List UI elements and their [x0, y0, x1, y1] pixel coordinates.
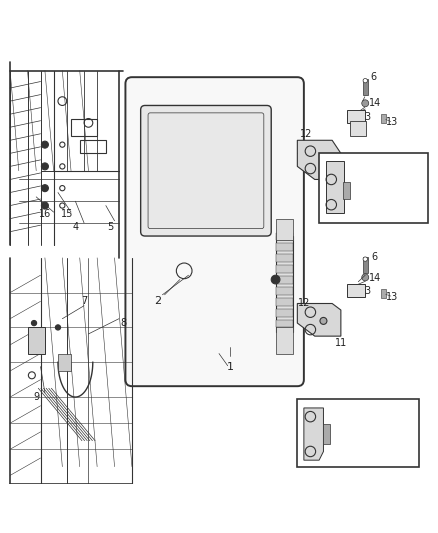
Text: 3: 3 [364, 286, 370, 296]
Bar [28, 327, 45, 353]
Text: 14: 14 [369, 273, 381, 283]
Bar [343, 182, 350, 199]
Bar [347, 284, 365, 297]
Bar [276, 327, 293, 353]
Bar [363, 79, 368, 94]
Circle shape [42, 202, 48, 209]
Bar [276, 265, 293, 273]
Polygon shape [297, 140, 341, 180]
Circle shape [320, 156, 327, 163]
Bar [276, 298, 293, 305]
Text: 8: 8 [120, 318, 126, 328]
Bar [319, 154, 428, 223]
Text: 17: 17 [385, 429, 397, 439]
Bar [350, 120, 366, 136]
Bar [276, 219, 293, 240]
Bar [325, 161, 344, 213]
Text: 5: 5 [107, 222, 113, 232]
Circle shape [42, 163, 48, 170]
Bar [297, 399, 419, 467]
Text: 9: 9 [33, 392, 39, 402]
Text: 6: 6 [372, 252, 378, 262]
Polygon shape [297, 303, 341, 336]
Text: 7: 7 [81, 296, 87, 306]
Polygon shape [304, 408, 323, 460]
Text: 6: 6 [371, 72, 377, 82]
Circle shape [55, 325, 60, 330]
Bar [276, 232, 293, 240]
Circle shape [42, 184, 48, 192]
Text: 10: 10 [343, 166, 356, 176]
FancyBboxPatch shape [141, 106, 271, 236]
Bar [347, 110, 365, 123]
Text: 4: 4 [72, 222, 78, 232]
Text: 2: 2 [155, 296, 162, 306]
Bar [276, 254, 293, 262]
Circle shape [32, 320, 37, 326]
Bar [363, 257, 368, 273]
Text: 13: 13 [386, 292, 398, 302]
Text: 16: 16 [39, 209, 51, 219]
Bar [71, 118, 97, 136]
Text: 15: 15 [60, 209, 73, 219]
Bar [276, 244, 293, 251]
Circle shape [363, 78, 367, 83]
Bar [276, 236, 293, 332]
Text: 3: 3 [364, 112, 370, 122]
Text: 14: 14 [369, 98, 381, 108]
Bar [322, 424, 329, 444]
Text: 12: 12 [298, 298, 310, 309]
Bar [381, 114, 386, 123]
Text: 17: 17 [392, 183, 405, 193]
Bar [276, 320, 293, 327]
Bar [276, 276, 293, 284]
Bar [276, 309, 293, 317]
Bar [381, 289, 386, 298]
Circle shape [362, 100, 369, 107]
Text: 13: 13 [386, 117, 398, 127]
Circle shape [363, 257, 367, 261]
Circle shape [362, 274, 369, 281]
Circle shape [320, 318, 327, 325]
Bar [58, 353, 71, 371]
Bar [276, 287, 293, 295]
FancyBboxPatch shape [125, 77, 304, 386]
Circle shape [271, 275, 280, 284]
Text: 12: 12 [300, 129, 312, 139]
Circle shape [42, 141, 48, 148]
Bar [80, 140, 106, 154]
Text: 11: 11 [335, 338, 347, 348]
Text: 1: 1 [226, 361, 233, 372]
